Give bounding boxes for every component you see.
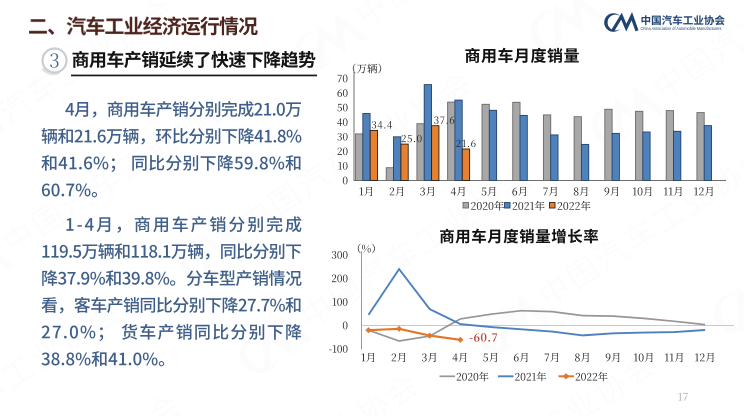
svg-text:China Association of Automobil: China Association of Automobile Manufact… xyxy=(641,26,722,31)
